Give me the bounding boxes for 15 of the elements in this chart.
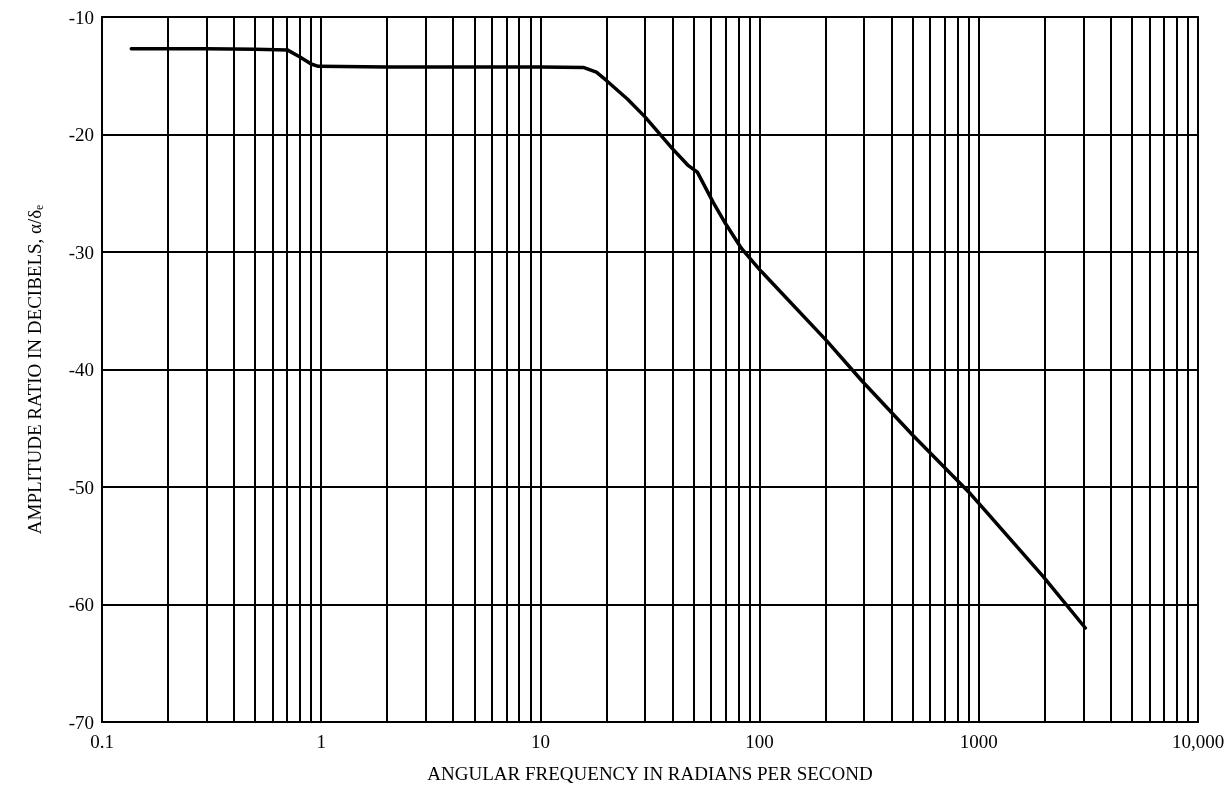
y-tick-label: -70 [68, 711, 94, 733]
y-axis-title: AMPLITUDE RATIO IN DECIBELS, α/δₑ [24, 204, 45, 535]
y-tick-label: -30 [68, 241, 94, 263]
x-tick-label: 1 [316, 731, 326, 752]
x-tick-label: 0.1 [90, 731, 114, 752]
x-tick-label: 10,000 [1171, 731, 1225, 752]
x-tick-label: 1000 [959, 731, 998, 752]
x-axis-title: ANGULAR FREQUENCY IN RADIANS PER SECOND [427, 763, 873, 784]
x-tick-label: 10 [530, 731, 550, 752]
y-tick-label: -10 [68, 6, 94, 28]
y-tick-label: -60 [68, 594, 94, 615]
x-tick-label: 100 [745, 731, 774, 752]
y-tick-label: -40 [68, 359, 94, 380]
y-tick-label: -50 [68, 476, 94, 498]
y-tick-label: -20 [68, 124, 94, 145]
